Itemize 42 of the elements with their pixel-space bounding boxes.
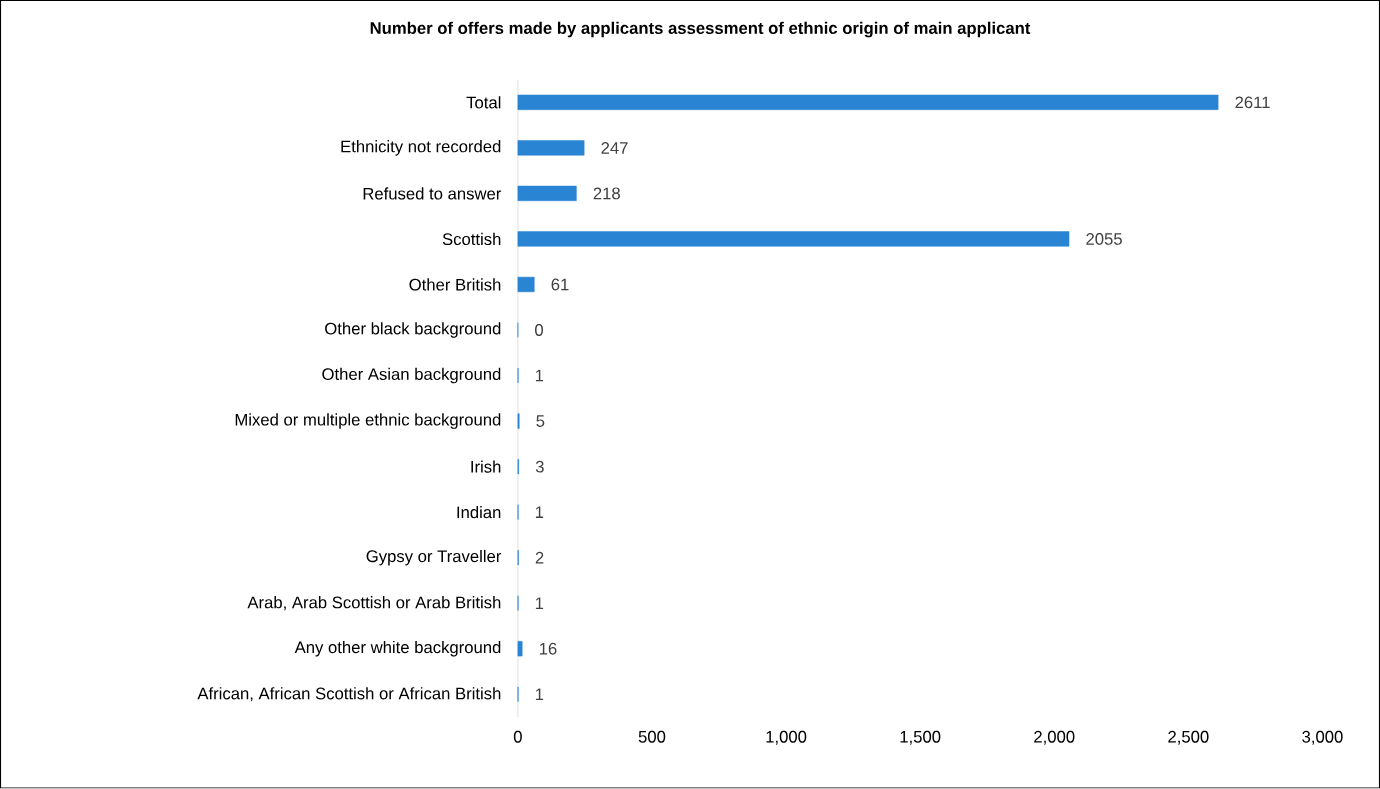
y-tick-label: Other black background <box>325 322 501 338</box>
data-label: 2 <box>535 552 544 564</box>
data-label: 61 <box>551 278 569 291</box>
data-label: 247 <box>601 142 628 154</box>
bar <box>517 140 585 156</box>
bar <box>517 231 1070 247</box>
y-tick-label: African, African Scottish or African British <box>197 687 501 702</box>
y-tick-label: Total <box>466 96 501 109</box>
y-tick-label: Other British <box>409 278 501 291</box>
data-label: 2055 <box>1086 233 1122 246</box>
data-label: 2611 <box>1235 96 1270 109</box>
data-label: 1 <box>535 688 544 701</box>
y-tick-label: Gypsy or Traveller <box>366 550 502 566</box>
y-tick-label: Mixed or multiple ethnic background <box>235 413 501 430</box>
data-label: 1 <box>535 506 544 519</box>
data-label: 0 <box>535 324 544 337</box>
y-tick-label: Arab, Arab Scottish or Arab British <box>247 596 501 611</box>
x-tick-label: 2,500 <box>1168 731 1209 745</box>
data-label: 5 <box>536 415 545 428</box>
y-tick-label: Scottish <box>442 233 501 246</box>
x-tick-label: 500 <box>638 731 666 743</box>
x-tick-label: 0 <box>513 731 522 743</box>
bar <box>517 94 1219 111</box>
data-label: 1 <box>535 370 544 382</box>
data-label: 3 <box>535 460 544 473</box>
y-tick-label: Any other white background <box>294 641 501 657</box>
x-tick-label: 1,000 <box>766 731 807 745</box>
data-label: 1 <box>535 597 544 610</box>
x-tick-label: 3,000 <box>1302 731 1343 745</box>
x-tick-label: 2,000 <box>1034 731 1075 745</box>
data-label: 218 <box>593 187 620 200</box>
chart-title: Number of offers made by applicants assessment of ethnic origin of main applicant <box>370 21 1031 38</box>
y-tick-label: Indian <box>457 506 501 519</box>
data-label: 16 <box>539 643 557 655</box>
y-tick-label: Ethnicity not recorded <box>341 140 501 156</box>
y-tick-label: Irish <box>471 460 501 473</box>
bar <box>517 186 577 202</box>
y-tick-label: Other Asian background <box>322 367 501 384</box>
y-tick-label: Refused to answer <box>363 187 502 200</box>
bar <box>517 641 523 657</box>
bar <box>517 277 535 293</box>
x-tick-label: 1,500 <box>900 731 941 745</box>
